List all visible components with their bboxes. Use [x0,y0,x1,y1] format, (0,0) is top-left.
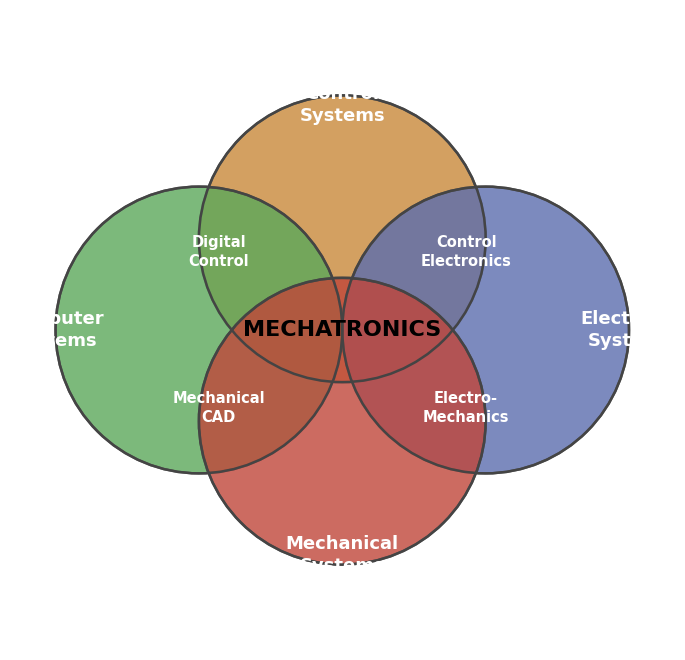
Circle shape [342,187,629,473]
Text: Control
Systems: Control Systems [299,85,385,125]
Circle shape [199,96,486,382]
Text: Mechanical
CAD: Mechanical CAD [172,391,265,425]
Text: Electro-
Mechanics: Electro- Mechanics [423,391,510,425]
Text: Mechanical
Systems: Mechanical Systems [286,535,399,575]
Text: Control
Electronics: Control Electronics [421,235,512,269]
Text: Electronic
Systems: Electronic Systems [580,310,681,350]
Text: Digital
Control: Digital Control [188,235,249,269]
Circle shape [55,187,342,473]
Text: MECHATRONICS: MECHATRONICS [243,320,441,340]
Text: Computer
Systems: Computer Systems [4,310,104,350]
Circle shape [199,278,486,564]
